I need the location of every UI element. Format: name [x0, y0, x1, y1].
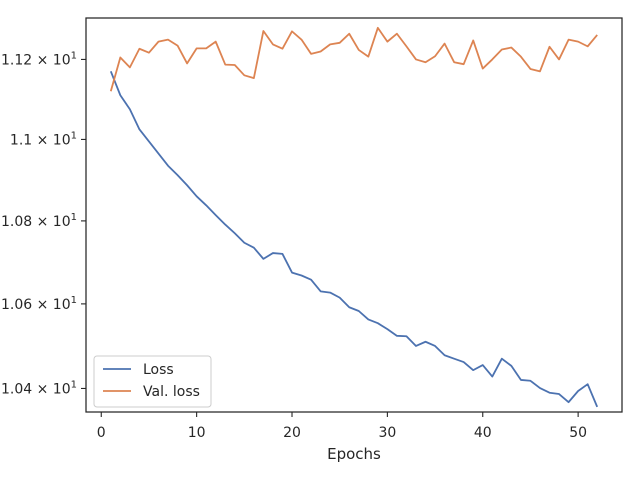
legend-label-val-loss: Val. loss — [143, 384, 200, 400]
y-tick-label: 1.08 × 101 — [1, 212, 77, 230]
x-axis-label: Epochs — [327, 445, 381, 463]
x-tick-label: 40 — [474, 425, 492, 441]
y-tick-label: 1.04 × 101 — [1, 379, 77, 397]
x-tick-label: 50 — [569, 425, 587, 441]
y-tick-label: 1.1 × 101 — [10, 130, 77, 148]
plot-area-frame — [85, 17, 623, 413]
series-layer — [109, 26, 599, 408]
x-tick-label: 10 — [188, 425, 206, 441]
x-tick-label: 20 — [283, 425, 301, 441]
series-line-loss — [109, 71, 599, 408]
legend: Loss Val. loss — [93, 355, 212, 408]
x-tick-label: 30 — [378, 425, 396, 441]
legend-label-loss: Loss — [143, 362, 174, 378]
x-tick-label: 0 — [97, 425, 106, 441]
series-line-val-loss — [109, 26, 598, 92]
y-tick-label: 1.06 × 101 — [1, 295, 77, 313]
axes-ticks: 0 10 20 30 40 50 1.04 × 101 1.06 × 101 1.08 × 10… — [1, 50, 587, 441]
y-tick-label: 1.12 × 101 — [1, 50, 77, 68]
